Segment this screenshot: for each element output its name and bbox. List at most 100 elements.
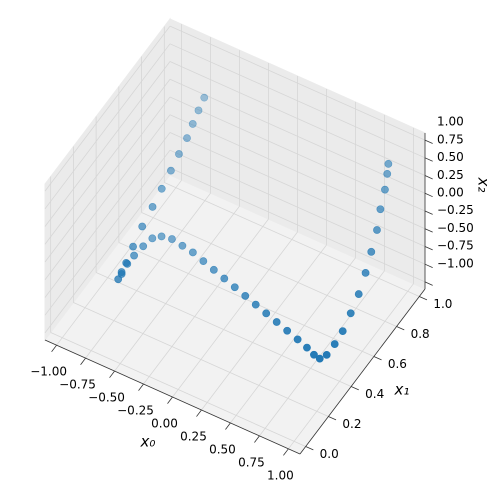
point <box>293 335 302 344</box>
y-tick-label: 1.0 <box>433 297 452 311</box>
point <box>175 150 183 158</box>
y-tick <box>350 386 359 391</box>
grid-line <box>169 149 426 265</box>
z-tick <box>424 228 433 233</box>
y-tick-label: 0.8 <box>411 327 430 341</box>
point <box>322 350 331 359</box>
points <box>114 93 393 363</box>
grid-line <box>44 132 171 298</box>
point <box>283 326 292 335</box>
grid-line <box>95 272 352 387</box>
x-tick-label: 0.50 <box>209 442 236 456</box>
z-tick <box>424 281 433 286</box>
grid-line <box>259 270 385 437</box>
grid-line <box>141 212 397 327</box>
point <box>338 327 347 336</box>
axes: −1.00−0.75−0.50−0.250.000.250.500.751.00… <box>30 115 474 483</box>
grid-line <box>44 25 171 192</box>
y-tick <box>396 326 405 331</box>
y-tick-label: 0.2 <box>342 417 361 431</box>
point <box>178 241 187 250</box>
x-tick-label: 1.00 <box>267 468 294 482</box>
x-tick <box>80 357 86 365</box>
x-tick-label: −0.50 <box>88 391 125 405</box>
y-tick <box>328 416 337 421</box>
grid-line <box>164 182 420 297</box>
grid-line <box>44 149 171 316</box>
grid-line <box>73 302 329 417</box>
point <box>157 184 166 193</box>
x-tick <box>225 422 231 430</box>
point <box>194 106 203 115</box>
point <box>117 268 126 276</box>
y-tick-label: 0.6 <box>388 357 407 371</box>
z-tick-label: 1.00 <box>437 115 464 129</box>
grid-line <box>169 132 426 247</box>
grid-line <box>230 257 356 424</box>
point <box>188 248 197 257</box>
point <box>241 292 250 300</box>
x-axis-label: x₀ <box>140 433 156 451</box>
grid-line <box>172 231 298 398</box>
point <box>230 283 239 292</box>
point <box>262 309 271 318</box>
point <box>148 202 157 211</box>
point <box>373 226 381 234</box>
point <box>129 242 137 251</box>
z-tick-label: 0.50 <box>437 150 464 164</box>
point <box>361 269 370 277</box>
point <box>383 169 392 178</box>
y-tick <box>373 356 382 361</box>
grid-line <box>56 179 182 346</box>
point <box>157 232 166 241</box>
z-tick <box>424 263 433 268</box>
point <box>148 234 157 243</box>
grid <box>44 24 426 450</box>
point <box>272 318 281 326</box>
grid-line <box>201 244 327 411</box>
z-tick-label: 0.00 <box>437 186 464 200</box>
point <box>114 275 123 284</box>
x-tick-label: 0.00 <box>151 417 178 431</box>
z-tick-label: −1.00 <box>437 256 474 270</box>
point <box>220 274 229 283</box>
x-tick-label: −0.25 <box>117 404 154 418</box>
point <box>138 222 147 231</box>
x-tick <box>283 448 289 456</box>
x-tick-label: 0.75 <box>238 455 265 469</box>
point <box>209 265 218 274</box>
y-tick-label: 0.0 <box>320 447 339 461</box>
z-tick <box>424 175 433 180</box>
grid-line <box>169 43 426 159</box>
point <box>183 134 191 143</box>
z-tick-label: 0.75 <box>437 132 464 146</box>
point <box>354 290 363 298</box>
z-tick <box>424 246 433 251</box>
z-tick-label: 0.25 <box>437 168 464 182</box>
grid-line <box>169 78 426 194</box>
x-tick <box>167 396 173 404</box>
z-tick <box>424 139 433 144</box>
x-tick <box>109 370 115 378</box>
grid-line <box>44 96 171 263</box>
point <box>384 159 393 168</box>
point <box>167 166 175 175</box>
grid-line <box>44 61 171 227</box>
y-tick <box>419 296 428 301</box>
grid-line <box>114 205 240 372</box>
point <box>139 242 148 251</box>
z-axis-label: x₂ <box>475 177 493 193</box>
point <box>310 350 318 359</box>
y-tick <box>305 446 314 451</box>
point <box>315 354 324 363</box>
z-tick-label: −0.50 <box>437 221 474 235</box>
point <box>346 309 355 318</box>
point <box>199 257 208 266</box>
grid-line <box>169 167 426 283</box>
point <box>330 340 339 348</box>
grid-line <box>143 218 269 385</box>
point <box>168 235 176 243</box>
y-tick-label: 0.4 <box>365 387 384 401</box>
